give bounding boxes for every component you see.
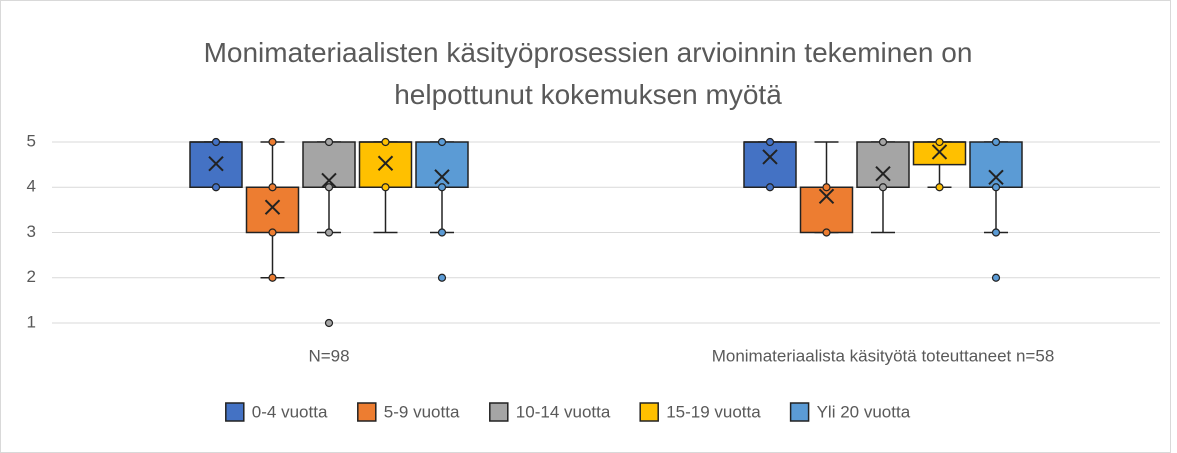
point	[437, 183, 447, 192]
point	[822, 183, 831, 192]
point	[991, 137, 1001, 147]
point	[381, 137, 390, 147]
x-tick-label: Monimateriaalista käsityötä toteuttaneet…	[712, 346, 1055, 365]
mean-marker	[321, 172, 337, 189]
point	[991, 273, 1001, 282]
point	[324, 318, 334, 328]
legend-label: Yli 20 vuotta	[817, 402, 911, 421]
point	[437, 137, 447, 147]
mean-marker	[434, 169, 450, 185]
box	[856, 141, 910, 188]
box	[245, 186, 300, 234]
y-tick-label: 2	[27, 267, 36, 286]
legend-swatch	[357, 402, 377, 422]
point	[991, 228, 1001, 237]
legend-swatch	[789, 402, 810, 422]
point	[878, 137, 888, 147]
mean-marker	[377, 155, 394, 171]
legend-swatch	[639, 402, 659, 422]
point	[765, 183, 775, 192]
y-tick-label: 1	[27, 312, 36, 331]
point	[268, 273, 277, 282]
legend-label: 0-4 vuotta	[252, 402, 328, 421]
legend-label: 5-9 vuotta	[384, 402, 460, 421]
mean-marker	[931, 144, 948, 160]
y-tick-label: 3	[27, 222, 36, 241]
point	[268, 137, 277, 147]
point	[324, 137, 334, 147]
legend-swatch	[225, 402, 245, 422]
y-tick-label: 5	[27, 131, 36, 150]
point	[211, 183, 221, 192]
point	[268, 183, 277, 192]
mean-marker	[208, 156, 224, 172]
mean-marker	[818, 188, 835, 205]
mean-marker	[264, 199, 281, 215]
legend-label: 15-19 vuotta	[666, 402, 761, 421]
mean-marker	[762, 149, 778, 165]
box	[799, 186, 854, 234]
point	[268, 228, 277, 237]
point	[935, 183, 944, 192]
point	[211, 137, 221, 147]
box	[969, 141, 1023, 188]
y-tick-label: 4	[27, 177, 36, 196]
chart-title: Monimateriaalisten käsityöprosessien arv…	[204, 37, 973, 110]
mean-marker	[988, 169, 1004, 186]
point	[878, 183, 888, 192]
point	[935, 137, 944, 147]
point	[822, 228, 831, 237]
point	[991, 183, 1001, 192]
legend-label: 10-14 vuotta	[516, 402, 611, 421]
point	[437, 228, 447, 237]
point	[381, 183, 390, 192]
box	[415, 141, 469, 188]
box	[743, 141, 797, 188]
point	[437, 273, 447, 282]
mean-marker	[875, 165, 891, 182]
x-tick-label: N=98	[308, 346, 349, 365]
point	[324, 228, 334, 237]
point	[765, 137, 775, 147]
legend-swatch	[489, 402, 509, 422]
point	[324, 183, 334, 192]
